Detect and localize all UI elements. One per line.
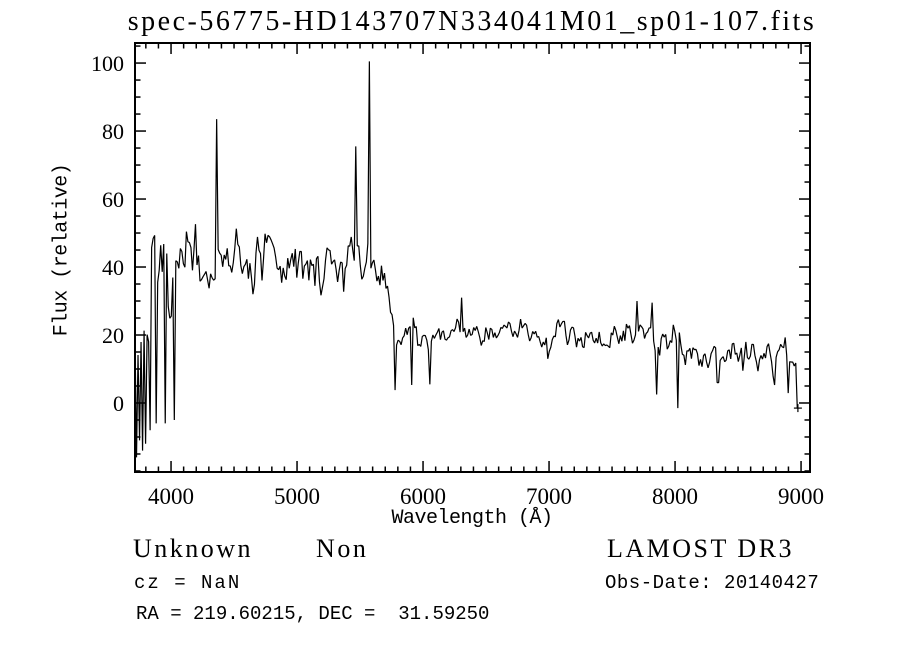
- cz-value-text: cz = NaN: [134, 572, 242, 594]
- y-tick-label: 20: [102, 323, 124, 348]
- ra-dec-text: RA = 219.60215, DEC = 31.59250: [136, 603, 490, 625]
- x-tick-label: 5000: [274, 484, 320, 509]
- x-tick-label: 4000: [148, 484, 194, 509]
- plot-title: spec-56775-HD143707N334041M01_sp01-107.f…: [127, 6, 817, 37]
- x-tick-label: 9000: [778, 484, 824, 509]
- survey-release-text: LAMOST DR3: [607, 534, 795, 563]
- x-tick-label: 8000: [652, 484, 698, 509]
- axis-ticks: [135, 43, 810, 472]
- y-tick-label: 100: [91, 51, 124, 76]
- plot-frame: [134, 42, 811, 473]
- object-class-text: Unknown Non: [133, 534, 369, 563]
- axis-tick-labels: 4000 5000 6000 7000 8000 9000 0 20 40 60 80 100: [91, 51, 824, 509]
- spectrum-trace: [135, 61, 798, 458]
- x-tick-label: 6000: [400, 484, 446, 509]
- x-axis-label: Wavelength (Å): [391, 507, 553, 530]
- y-tick-label: 60: [102, 187, 124, 212]
- y-tick-label: 40: [102, 255, 124, 280]
- spectrum-end-marker: [793, 404, 802, 413]
- x-tick-label: 7000: [526, 484, 572, 509]
- obs-date-text: Obs-Date: 20140427: [605, 572, 820, 594]
- y-tick-label: 0: [113, 391, 124, 416]
- y-tick-label: 80: [102, 119, 124, 144]
